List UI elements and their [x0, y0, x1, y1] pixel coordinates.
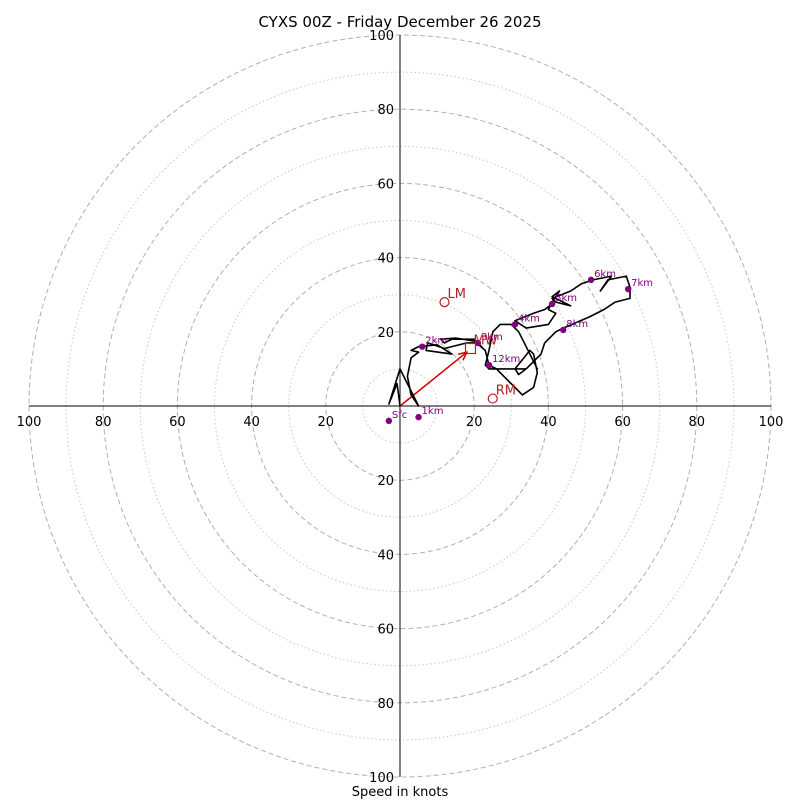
- height-marker-dot: [485, 361, 493, 369]
- tick-label-left: 100: [17, 415, 42, 430]
- storm-motion-marker: [487, 393, 498, 404]
- height-marker-label: 6km: [594, 269, 616, 280]
- storm-motion-markers: LM RM MW: [439, 287, 516, 404]
- tick-label-bottom: 80: [377, 697, 394, 712]
- storm-motion-label: RM: [496, 384, 516, 399]
- height-marker-dot: [548, 300, 556, 308]
- height-marker-label: Sfc: [392, 410, 407, 421]
- height-markers: Sfc 1km 2km 3km 4km 5km 6km 7km 8km 12km: [385, 269, 653, 425]
- tick-label-right: 60: [614, 415, 631, 430]
- storm-motion-marker: [439, 297, 450, 308]
- shear-vector: [399, 351, 469, 407]
- mean-wind-marker: [464, 342, 477, 355]
- shear-line: [399, 351, 468, 407]
- height-marker-label: 7km: [631, 278, 653, 289]
- tick-label-top: 40: [377, 252, 394, 267]
- height-marker-dot: [511, 321, 519, 328]
- tick-label-top: 80: [377, 103, 394, 118]
- storm-motion-label: MW: [473, 333, 497, 348]
- tick-label-top: 100: [369, 29, 394, 44]
- height-marker-label: 8km: [566, 319, 588, 330]
- tick-label-bottom: 100: [369, 771, 394, 786]
- tick-label-top: 20: [377, 326, 394, 341]
- height-marker-dot: [419, 343, 426, 350]
- tick-labels: 20 20 20 20 40 40 40 40 60 60 60 60 80 80 80 80 100 100 10…: [17, 29, 784, 786]
- height-marker-dot: [560, 326, 567, 334]
- tick-label-bottom: 20: [377, 474, 394, 489]
- tick-label-left: 60: [169, 415, 186, 430]
- height-marker-label: 2km: [425, 336, 447, 347]
- height-marker-dot: [415, 413, 422, 421]
- tick-label-top: 60: [377, 177, 394, 192]
- height-marker-label: 4km: [518, 313, 540, 324]
- x-axis-label: Speed in knots: [352, 785, 449, 800]
- tick-label-left: 20: [318, 415, 335, 430]
- height-marker-label: 5km: [555, 293, 577, 304]
- tick-label-left: 80: [95, 415, 112, 430]
- storm-motion-label: LM: [448, 287, 466, 302]
- height-marker-label: 3km: [481, 332, 503, 343]
- tick-label-left: 40: [243, 415, 260, 430]
- height-marker-dot: [587, 276, 595, 284]
- shear-arrowhead: [457, 351, 469, 361]
- height-marker-dot: [385, 417, 393, 425]
- tick-label-bottom: 60: [377, 623, 394, 638]
- tick-label-right: 80: [689, 415, 706, 430]
- height-marker-label: 12km: [492, 354, 520, 365]
- height-marker-dot: [474, 339, 482, 347]
- height-marker-dot: [624, 285, 632, 293]
- tick-label-right: 100: [759, 415, 784, 430]
- height-marker-label: 1km: [422, 406, 444, 417]
- tick-label-right: 40: [540, 415, 557, 430]
- hodograph-trace: [388, 275, 631, 407]
- chart-title: CYXS 00Z - Friday December 26 2025: [258, 13, 541, 31]
- tick-label-right: 20: [466, 415, 483, 430]
- tick-label-bottom: 40: [377, 548, 394, 563]
- trace-line: [388, 275, 631, 407]
